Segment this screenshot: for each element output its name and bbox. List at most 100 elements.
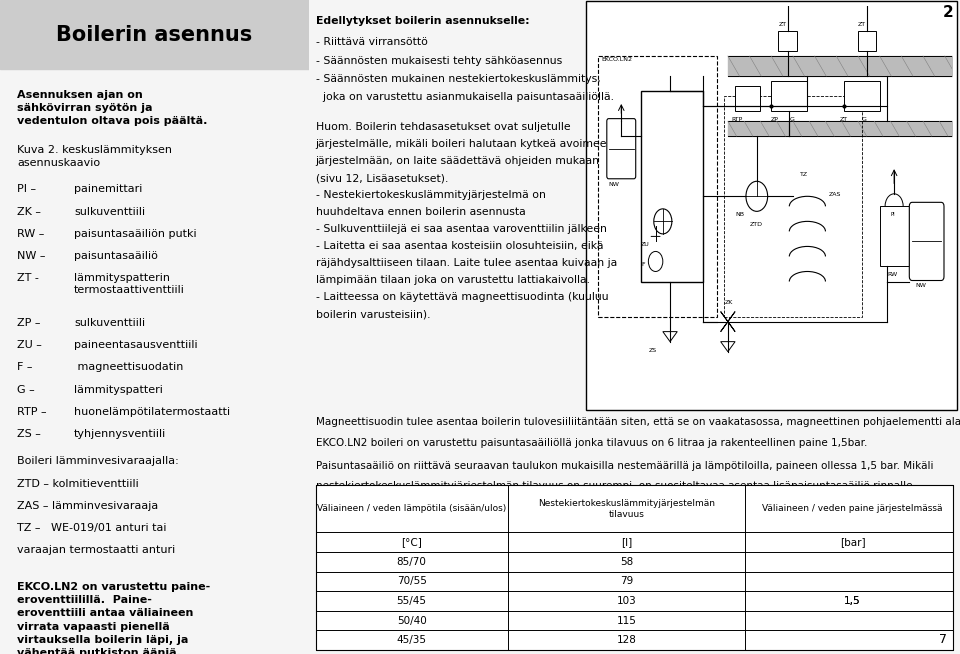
Text: EKCO.LN2 boileri on varustettu paisuntasaäiliöllä jonka tilavuus on 6 litraa ja : EKCO.LN2 boileri on varustettu paisuntas… — [316, 438, 867, 448]
Text: NW –: NW – — [17, 251, 45, 261]
Text: F: F — [641, 262, 645, 267]
Text: RW –: RW – — [17, 229, 44, 239]
Text: Edellytykset boilerin asennukselle:: Edellytykset boilerin asennukselle: — [316, 16, 529, 26]
Text: ZAS – lämminvesivaraaja: ZAS – lämminvesivaraaja — [17, 501, 158, 511]
Text: painemittari: painemittari — [74, 184, 143, 194]
Text: [bar]: [bar] — [840, 537, 865, 547]
Text: PI –: PI – — [17, 184, 36, 194]
Text: 55/45: 55/45 — [396, 596, 426, 606]
Text: ZP: ZP — [771, 117, 780, 122]
Text: RTP –: RTP – — [17, 407, 47, 417]
Text: ZT: ZT — [840, 117, 848, 122]
Text: ZU: ZU — [641, 243, 650, 247]
Bar — [779, 31, 797, 51]
Text: nestekiertokeskuslämmityjärjestelmän tilavuus on suurempi, on suositeltavaa asen: nestekiertokeskuslämmityjärjestelmän til… — [316, 481, 916, 490]
FancyBboxPatch shape — [909, 202, 944, 281]
Text: huuhdeltava ennen boilerin asennusta: huuhdeltava ennen boilerin asennusta — [316, 207, 525, 217]
Bar — [0, 0, 309, 69]
Bar — [879, 206, 908, 266]
Text: TZ: TZ — [800, 172, 808, 177]
Text: paineentasausventtiili: paineentasausventtiili — [74, 340, 198, 350]
Text: G: G — [861, 117, 867, 122]
Text: G –: G – — [17, 385, 35, 394]
Text: 103: 103 — [616, 596, 636, 606]
Text: ZTD: ZTD — [750, 222, 762, 228]
Text: ZP –: ZP – — [17, 318, 40, 328]
Text: [l]: [l] — [621, 537, 632, 547]
Text: ZS: ZS — [648, 348, 657, 353]
Bar — [316, 485, 953, 650]
Bar — [598, 56, 717, 317]
Text: EKCO.LN2: EKCO.LN2 — [601, 57, 633, 62]
Bar — [844, 81, 879, 111]
Text: Väliaineen / veden lämpötila (sisään/ulos): Väliaineen / veden lämpötila (sisään/ulo… — [317, 504, 506, 513]
Text: - Laitteessa on käytettävä magneettisuodinta (kuuluu: - Laitteessa on käytettävä magneettisuod… — [316, 292, 609, 302]
Text: 115: 115 — [616, 615, 636, 626]
Bar — [858, 31, 876, 51]
Text: sulkuventtiili: sulkuventtiili — [74, 318, 145, 328]
Text: ZT -: ZT - — [17, 273, 38, 283]
Text: PI: PI — [891, 213, 895, 217]
Text: 79: 79 — [620, 576, 633, 587]
Text: boilerin varusteisiin).: boilerin varusteisiin). — [316, 309, 430, 319]
Text: 50/40: 50/40 — [396, 615, 426, 626]
Text: tyhjennysventiili: tyhjennysventiili — [74, 429, 166, 439]
Text: Boileri lämminvesivaraajalla:: Boileri lämminvesivaraajalla: — [17, 456, 179, 466]
Text: - Laitetta ei saa asentaa kosteisiin olosuhteisiin, eikä: - Laitetta ei saa asentaa kosteisiin olo… — [316, 241, 603, 251]
Text: RW: RW — [887, 273, 897, 277]
Text: - Sulkuventtiilejä ei saa asentaa varoventtiilin jälkeen: - Sulkuventtiilejä ei saa asentaa varove… — [316, 224, 607, 234]
Text: ZK –: ZK – — [17, 207, 41, 216]
Text: joka on varustettu asianmukaisella paisuntasaäiliöllä.: joka on varustettu asianmukaisella paisu… — [316, 92, 613, 102]
Bar — [316, 485, 953, 650]
Text: 128: 128 — [616, 635, 636, 645]
Text: lämmityspatteri: lämmityspatteri — [74, 385, 163, 394]
Text: NW: NW — [916, 283, 926, 288]
FancyBboxPatch shape — [607, 118, 636, 179]
Text: Huom. Boilerin tehdasasetukset ovat suljetulle: Huom. Boilerin tehdasasetukset ovat sulj… — [316, 122, 570, 132]
Text: varaajan termostaatti anturi: varaajan termostaatti anturi — [17, 545, 176, 555]
Text: Boilerin asennus: Boilerin asennus — [57, 25, 252, 44]
Text: ZT: ZT — [858, 22, 866, 27]
Text: lämpimään tilaan joka on varustettu lattiakaivolla.: lämpimään tilaan joka on varustettu latt… — [316, 275, 589, 285]
Text: järjestelmään, on laite säädettävä ohjeiden mukaan: järjestelmään, on laite säädettävä ohjei… — [316, 156, 600, 166]
Text: huonelämpötilatermostaatti: huonelämpötilatermostaatti — [74, 407, 230, 417]
Text: lämmityspatterin
termostaattiventtiili: lämmityspatterin termostaattiventtiili — [74, 273, 185, 295]
Text: Nestekiertokeskuslämmityjärjestelmän
tilavuus: Nestekiertokeskuslämmityjärjestelmän til… — [538, 499, 715, 519]
Bar — [735, 86, 760, 111]
Text: Kuva 2. keskuslämmityksen
asennuskaavio: Kuva 2. keskuslämmityksen asennuskaavio — [17, 145, 172, 168]
Bar — [724, 96, 861, 317]
Text: Väliaineen / veden paine järjestelmässä: Väliaineen / veden paine järjestelmässä — [762, 504, 943, 513]
Text: 1,5: 1,5 — [844, 596, 861, 606]
Text: ZAS: ZAS — [829, 192, 842, 198]
Text: ZK: ZK — [724, 300, 732, 305]
Text: [°C]: [°C] — [401, 537, 422, 547]
Text: - Säännösten mukainen nestekiertokeskuslämmitys,: - Säännösten mukainen nestekiertokeskusl… — [316, 74, 600, 84]
Text: ZTD – kolmitieventtiili: ZTD – kolmitieventtiili — [17, 479, 139, 489]
Text: 2: 2 — [943, 5, 953, 20]
Text: räjähdysalttiiseen tilaan. Laite tulee asentaa kuivaan ja: räjähdysalttiiseen tilaan. Laite tulee a… — [316, 258, 617, 268]
Text: F –: F – — [17, 362, 33, 372]
Text: Paisuntasaäiliö on riittävä seuraavan taulukon mukaisilla nestemäärillä ja lämpö: Paisuntasaäiliö on riittävä seuraavan ta… — [316, 461, 933, 471]
Text: NB: NB — [735, 213, 744, 217]
Text: - Säännösten mukaisesti tehty sähköasennus: - Säännösten mukaisesti tehty sähköasenn… — [316, 56, 562, 65]
Text: magneettisuodatin: magneettisuodatin — [74, 362, 183, 372]
Text: 70/55: 70/55 — [396, 576, 426, 587]
Text: 85/70: 85/70 — [396, 557, 426, 567]
Text: järjestelmälle, mikäli boileri halutaan kytkeä avoimeen: järjestelmälle, mikäli boileri halutaan … — [316, 139, 614, 149]
Text: ZS –: ZS – — [17, 429, 41, 439]
Text: 7: 7 — [939, 633, 947, 646]
Bar — [586, 1, 957, 410]
Bar — [641, 91, 703, 281]
Text: paisuntasaäiliö: paisuntasaäiliö — [74, 251, 158, 261]
Text: 58: 58 — [620, 557, 633, 567]
Text: G: G — [789, 117, 794, 122]
Text: Magneettisuodin tulee asentaa boilerin tulovesiiliitäntään siten, että se on vaa: Magneettisuodin tulee asentaa boilerin t… — [316, 417, 960, 427]
Text: (sivu 12, Lisäasetukset).: (sivu 12, Lisäasetukset). — [316, 173, 448, 183]
Text: Asennuksen ajan on
sähkövirran syötön ja
vedentulon oltava pois päältä.: Asennuksen ajan on sähkövirran syötön ja… — [17, 90, 207, 126]
Text: TZ –   WE-019/01 anturi tai: TZ – WE-019/01 anturi tai — [17, 523, 166, 533]
Text: 45/35: 45/35 — [396, 635, 426, 645]
Text: 1,5: 1,5 — [844, 596, 861, 606]
Text: - Riittävä virransöttö: - Riittävä virransöttö — [316, 37, 427, 47]
Text: RTP: RTP — [732, 117, 743, 122]
Bar — [771, 81, 807, 111]
